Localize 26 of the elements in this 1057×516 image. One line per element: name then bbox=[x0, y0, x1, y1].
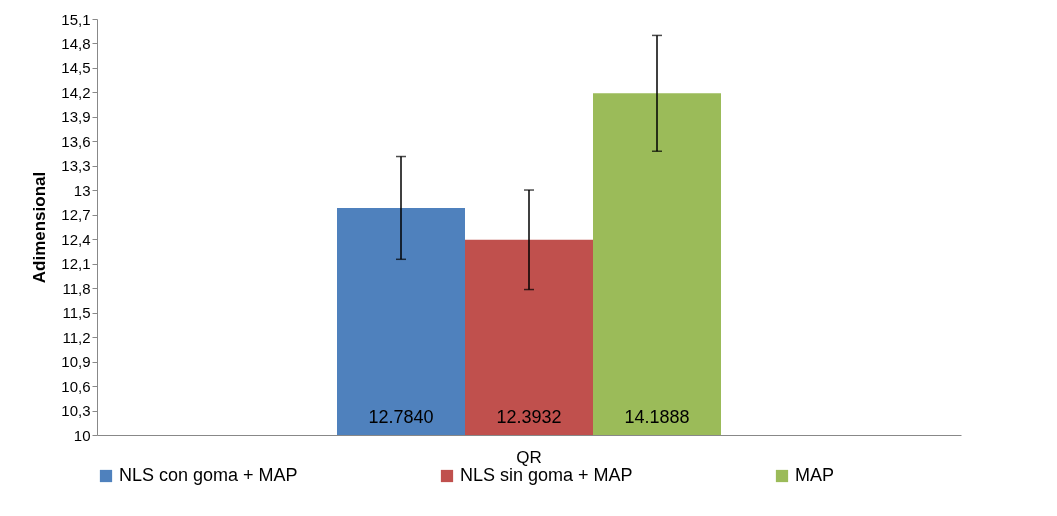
y-tick-label: 13,6 bbox=[61, 132, 91, 150]
y-tick-label: 10,3 bbox=[61, 402, 91, 420]
y-tick-label: 12,1 bbox=[61, 255, 91, 273]
y-tick-label: 13 bbox=[73, 181, 91, 199]
data-label: 12.7840 bbox=[368, 407, 434, 427]
y-tick-label: 10,9 bbox=[61, 353, 91, 371]
y-tick-label: 13,3 bbox=[61, 157, 91, 175]
legend-label: NLS sin goma + MAP bbox=[460, 465, 633, 485]
y-tick-label: 11,2 bbox=[62, 328, 91, 346]
y-tick-label: 14,8 bbox=[61, 34, 91, 52]
data-label: 14.1888 bbox=[624, 407, 690, 427]
legend-label: NLS con goma + MAP bbox=[119, 465, 298, 485]
y-tick-label: 14,2 bbox=[61, 83, 91, 101]
y-tick-label: 14,5 bbox=[61, 59, 91, 77]
data-label: 12.3932 bbox=[496, 407, 562, 427]
y-tick-label: 12,7 bbox=[61, 206, 91, 224]
legend-label: MAP bbox=[795, 465, 835, 485]
y-tick-label: 12,4 bbox=[61, 230, 91, 248]
y-tick-label: 10,6 bbox=[61, 377, 91, 395]
y-tick-label: 13,9 bbox=[61, 108, 91, 126]
y-tick-label: 11,5 bbox=[62, 304, 91, 322]
y-tick-label: 10 bbox=[73, 426, 91, 444]
x-tick-label: QR bbox=[516, 447, 542, 467]
y-axis-title: Adimensional bbox=[30, 171, 50, 284]
y-tick-label: 15,1 bbox=[61, 10, 91, 28]
y-tick-label: 11,8 bbox=[62, 279, 91, 297]
